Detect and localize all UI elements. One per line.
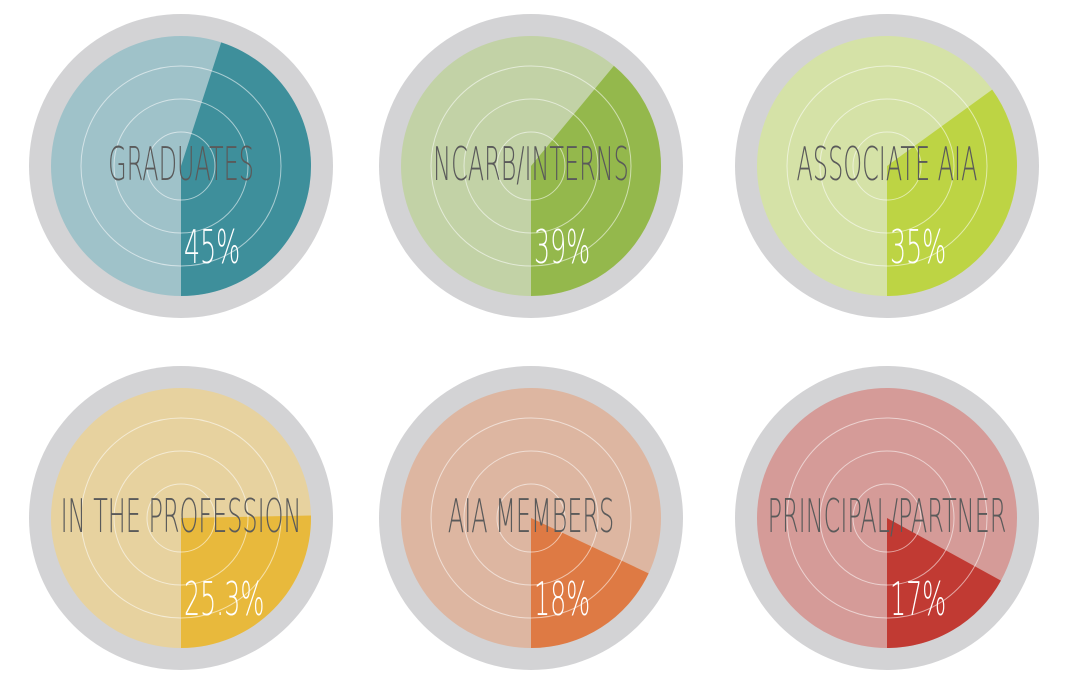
gauge-ring (430, 65, 632, 267)
gauge-ring (146, 483, 216, 553)
gauge-value-label: 45% (184, 221, 240, 274)
gauge-ring (786, 65, 988, 267)
gauge-ring (430, 417, 632, 619)
gauge-ring (852, 483, 922, 553)
gauge-ring (819, 450, 955, 586)
gauge-ring (113, 450, 249, 586)
gauge-label: AIA MEMBERS (448, 489, 614, 543)
gauge-ring (80, 65, 282, 267)
gauge-value-label: 18% (534, 573, 590, 626)
gauge-ring (146, 131, 216, 201)
gauge-ring (819, 98, 955, 234)
gauge-sector (181, 42, 311, 296)
gauge-ring (786, 417, 988, 619)
gauge-label: PRINCIPAL/PARTNER (768, 489, 1007, 543)
gauge-sector (181, 515, 311, 648)
gauge-label: ASSOCIATE AIA (797, 137, 978, 191)
gauge-ring (496, 131, 566, 201)
gauge-ring (852, 131, 922, 201)
gauge-ring (496, 483, 566, 553)
gauge-ring (463, 450, 599, 586)
gauge-label: IN THE PROFESSION (61, 489, 302, 543)
gauge-sector (887, 518, 1001, 649)
gauge-ring (113, 98, 249, 234)
gauge-label: GRADUATES (108, 137, 254, 191)
gauge-ring (80, 417, 282, 619)
gauge-label: NCARB/INTERNS (433, 137, 629, 191)
gauge-value-label: 17% (890, 573, 946, 626)
gauge-value-label: 35% (890, 221, 946, 274)
gauge-sector (531, 518, 649, 648)
gauge-ring (463, 98, 599, 234)
gauge-value-label: 39% (534, 221, 590, 274)
gauge-value-label: 25.3% (184, 573, 264, 626)
gauge-sector (887, 89, 1017, 296)
